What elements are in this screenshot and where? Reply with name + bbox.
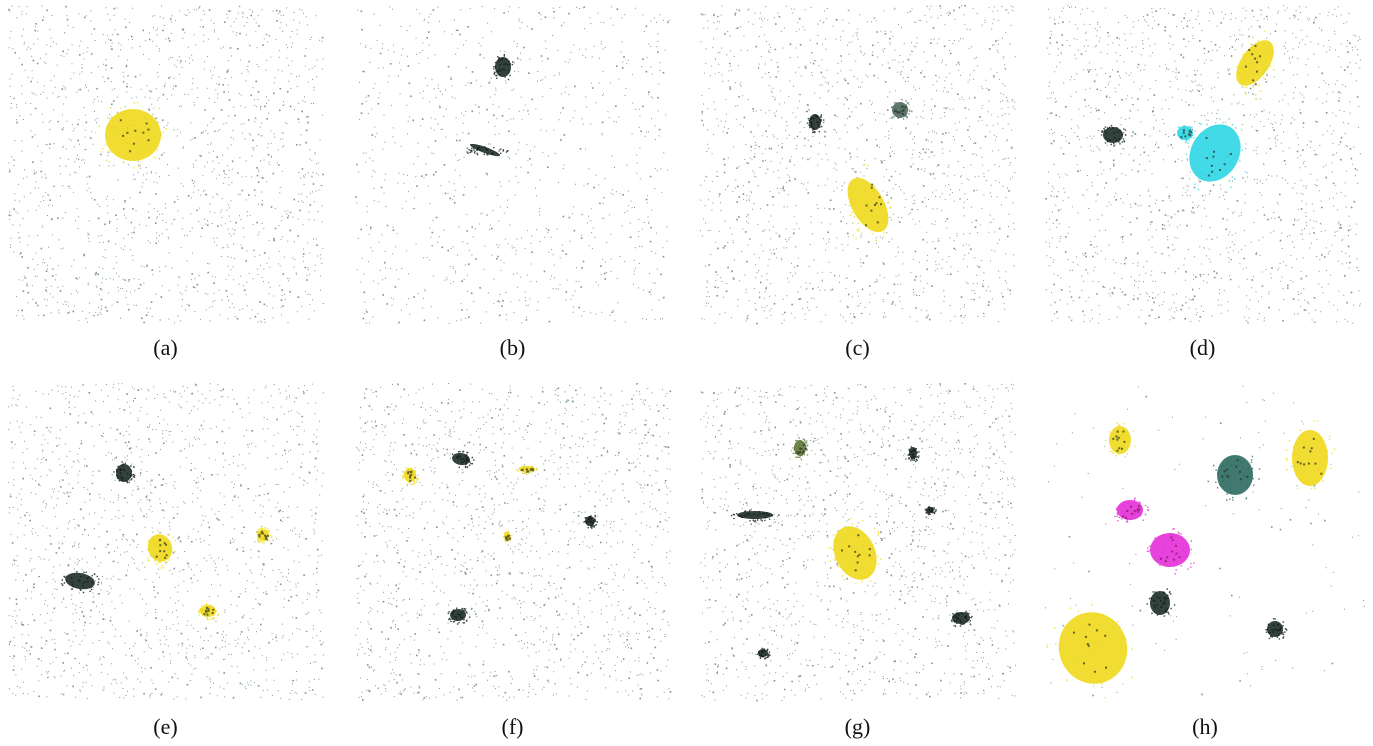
- panel-caption: (f): [502, 714, 524, 739]
- panel-caption: (d): [1190, 335, 1216, 360]
- panel-caption: (b): [500, 335, 526, 360]
- panel-caption: (g): [845, 714, 871, 739]
- panel: [1045, 5, 1361, 324]
- blob: [1292, 430, 1328, 486]
- blob: [1150, 533, 1190, 567]
- panel: [700, 383, 1016, 701]
- panel: [700, 5, 1016, 324]
- panel: [8, 5, 324, 323]
- panel-caption: (h): [1192, 714, 1218, 739]
- blob: [1109, 426, 1131, 454]
- panel: [355, 383, 671, 701]
- panel-background: [700, 5, 1015, 323]
- panel: [8, 383, 324, 700]
- panel-caption: (e): [153, 714, 177, 739]
- panel: [1045, 383, 1365, 700]
- panel-background: [8, 5, 323, 323]
- page: (a)(b)(c)(d)(e)(f)(g)(h) (() => { const …: [0, 0, 1373, 746]
- blob: [105, 109, 161, 161]
- panel: [355, 5, 670, 324]
- blob: [1103, 127, 1123, 143]
- panel-background: [355, 5, 670, 323]
- figure: (a) (b) (c) (d) (e) (f) (g) (h): [0, 0, 1373, 746]
- blob: [1217, 455, 1253, 495]
- panel-caption: (a): [153, 335, 177, 360]
- panel-caption: (c): [845, 335, 869, 360]
